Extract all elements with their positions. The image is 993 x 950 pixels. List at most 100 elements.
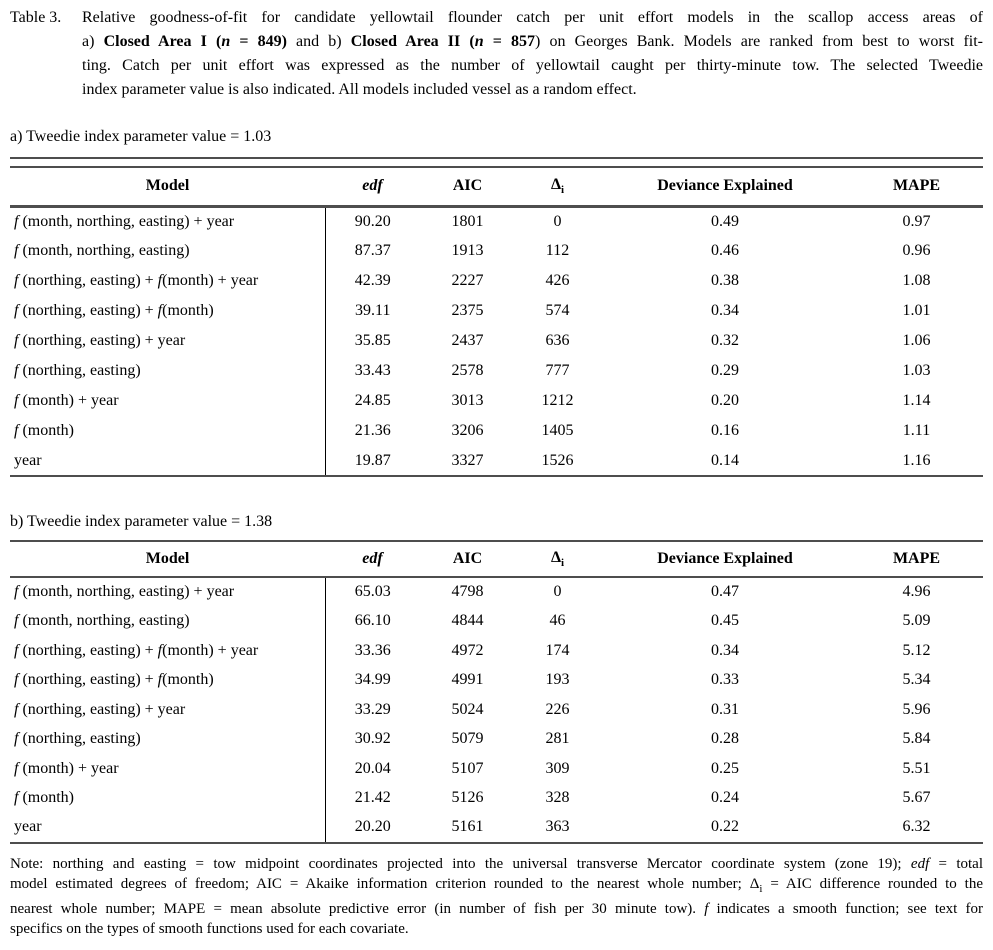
model-cell: f (northing, easting) + year (10, 695, 325, 725)
deviance-explained-cell: 0.24 (711, 789, 739, 807)
edf-cell: 33.43 (324, 356, 420, 386)
model-cell: year (10, 813, 325, 844)
aic-cell: 4844 (451, 612, 484, 630)
text-segment: Relative goodness-of-fit for candidate y… (82, 9, 983, 26)
edf-cell: 90.20 (324, 206, 420, 236)
column-header-edf: edf (325, 541, 420, 578)
aic-cell: 2375 (451, 302, 484, 319)
table-row: f (month) + year 20.04 5107 309 0.25 5.51 (10, 754, 983, 784)
deviance-explained-cell: 0.22 (600, 813, 850, 844)
text-segment: i (759, 882, 763, 895)
text-segment: specifics on the types of smooth functio… (10, 920, 409, 937)
text-segment: = total (929, 855, 983, 872)
mape-cell: 1.14 (902, 392, 931, 409)
text-segment: = 857 (483, 33, 535, 50)
model-cell: f (northing, easting) + year (10, 326, 325, 356)
deviance-explained-cell: 0.28 (711, 730, 739, 748)
mape-cell: 1.08 (902, 272, 931, 289)
aic-cell: 2578 (451, 362, 484, 379)
deviance-explained-cell: 0.32 (711, 332, 739, 349)
deviance-explained-cell: 0.31 (711, 700, 739, 718)
aic-cell: 3013 (451, 392, 484, 409)
text-segment: (month) + year (162, 272, 259, 289)
mape-cell: 1.11 (902, 422, 931, 439)
table-row: f (month) + year 24.85 3013 1212 0.20 1.14 (10, 386, 983, 416)
text-line: model estimated degrees of freedom; AIC … (10, 874, 983, 899)
text-line: a) Closed Area I (n = 849) and b) Closed… (82, 30, 983, 54)
delta-cell: 426 (545, 272, 570, 289)
edf-cell: 24.85 (324, 386, 420, 416)
table-caption: Table 3. Relative goodness-of-fit for ca… (10, 6, 983, 102)
column-header-deviance-explained: Deviance Explained (600, 541, 850, 578)
edf-cell: 39.11 (324, 296, 420, 326)
text-segment: f (14, 583, 19, 601)
delta-cell: 112 (545, 242, 570, 259)
mape-cell: 4.96 (902, 583, 931, 601)
table-row: f (northing, easting) + year 35.85 2437 636… (10, 326, 983, 356)
model-cell: f (month) (10, 784, 325, 814)
table-row: f (northing, easting) 30.92 5079 281 0.28 5.8… (10, 724, 983, 754)
edf-cell: 20.20 (324, 813, 420, 844)
text-segment: f (14, 392, 19, 409)
text-segment: f (157, 302, 163, 319)
text-segment: f (157, 671, 163, 689)
column-header-mape: MAPE (850, 541, 983, 578)
text-segment: = AIC difference rounded to the (762, 875, 984, 892)
model-cell: f (northing, easting) (10, 356, 325, 386)
model-cell: f (month, northing, easting) + year (10, 206, 325, 236)
delta-cell: 363 (515, 813, 600, 844)
table-row: f (month) 21.42 5126 328 0.24 5.67 (10, 783, 983, 814)
text-segment: f (14, 302, 19, 319)
column-header-delta: Δi (515, 168, 600, 208)
text-segment: f (14, 332, 19, 349)
deviance-explained-cell: 0.47 (711, 583, 739, 601)
section-a-title: a) Tweedie index parameter value = 1.03 (10, 128, 272, 145)
text-segment: edf (362, 550, 383, 567)
mape-cell: 5.51 (902, 759, 931, 777)
text-segment: index parameter value is also indicated.… (82, 81, 637, 98)
text-segment: edf (910, 855, 930, 872)
deviance-explained-cell: 0.38 (711, 272, 739, 289)
text-segment: (northing, easting) (18, 362, 141, 379)
text-segment: f (157, 272, 163, 289)
edf-cell: 33.36 (324, 636, 420, 666)
table-row: f (month) 21.36 3206 1405 0.16 1.11 (10, 416, 983, 446)
mape-cell: 1.03 (902, 362, 931, 379)
delta-cell: 636 (545, 332, 570, 349)
edf-cell: 19.87 (324, 446, 420, 477)
text-segment: (northing, easting) + year (18, 700, 186, 718)
text-segment: AIC (452, 550, 483, 567)
text-line: Note: northing and easting = tow midpoin… (10, 854, 983, 874)
text-segment: edf (362, 177, 383, 195)
aic-cell: 3327 (420, 446, 515, 477)
text-segment: f (14, 212, 19, 230)
text-line: specifics on the types of smooth functio… (10, 919, 983, 939)
model-cell: f (northing, easting) + f(month) + year (10, 636, 325, 666)
table-row: f (month, northing, easting) 66.10 4844 46 0… (10, 606, 983, 636)
text-segment: (northing, easting) + year (18, 332, 186, 349)
text-segment: Closed Area I ( (103, 33, 222, 50)
edf-cell: 66.10 (324, 606, 420, 636)
deviance-explained-cell: 0.45 (711, 612, 739, 630)
mape-cell: 6.32 (850, 813, 983, 844)
text-segment: n (221, 33, 231, 50)
edf-cell: 34.99 (324, 665, 420, 695)
deviance-explained-cell: 0.46 (711, 242, 739, 259)
text-segment: f (14, 272, 19, 289)
text-line: index parameter value is also indicated.… (82, 78, 983, 102)
delta-cell: 777 (545, 362, 570, 379)
text-segment: (month) (162, 671, 214, 689)
text-segment: f (157, 641, 163, 659)
table-a-header-row: Model edf AIC Δi Deviance Explained MAPE (10, 168, 983, 208)
aic-cell: 1801 (451, 212, 484, 230)
table-row: f (month, northing, easting) 87.37 1913 112… (10, 236, 983, 266)
aic-cell: 5024 (451, 700, 484, 718)
delta-cell: 1526 (515, 446, 600, 477)
mape-cell: 5.09 (902, 612, 931, 630)
delta-cell: 174 (545, 641, 570, 659)
mape-cell: 5.96 (902, 700, 931, 718)
text-segment: ) on Georges Bank. Models are ranked fro… (535, 33, 983, 50)
text-segment: Δ (550, 176, 561, 194)
text-segment: nearest whole number; MAPE = mean absolu… (10, 900, 705, 917)
text-segment: Deviance Explained (657, 177, 793, 195)
